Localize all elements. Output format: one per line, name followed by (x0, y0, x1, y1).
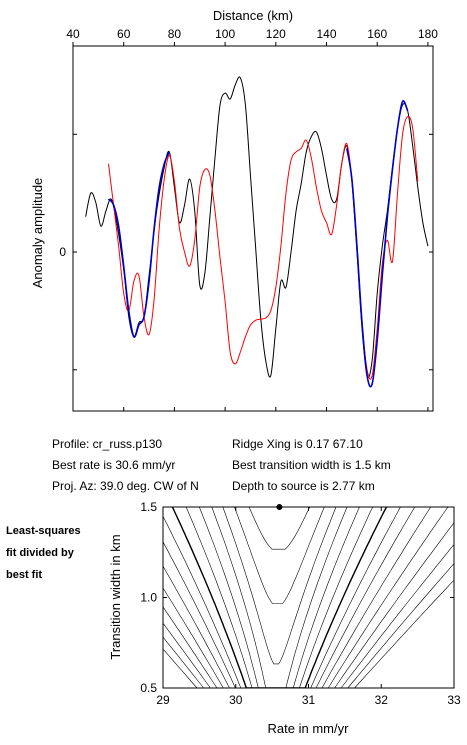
x-tick-label: 180 (418, 27, 438, 41)
width-tick-label: 1.5 (140, 500, 157, 514)
contour-line-13 (163, 563, 454, 688)
x-tick-label: 160 (367, 27, 387, 41)
rate-axis-label: Rate in mm/yr (268, 721, 350, 736)
projection-azimuth-text: Proj. Az: 39.0 deg. CW of N (52, 479, 199, 493)
contour-line-8 (163, 507, 416, 688)
profile-series (85, 76, 429, 388)
contour-lines (163, 507, 454, 688)
width-ticks: 0.5 1.0 1.5 (140, 500, 454, 695)
x-axis-label: Distance (km) (213, 8, 293, 23)
contour-line-4 (199, 507, 360, 688)
width-tick-label: 1.0 (140, 591, 157, 605)
rate-tick-label: 31 (302, 693, 316, 707)
profile-frame (72, 45, 434, 412)
contour-note-line-2: fit divided by (6, 547, 74, 559)
source-depth-text: Depth to source is 2.77 km (232, 479, 375, 493)
misfit-contour-chart: 29 30 31 32 33 0.5 1.0 1.5 Rate in mm/yr Trans… (108, 500, 461, 736)
rate-tick-label: 33 (447, 693, 461, 707)
rate-tick-label: 30 (229, 693, 243, 707)
profile-series-line-2 (107, 151, 171, 338)
contour-note-line-3: best fit (6, 569, 43, 581)
contour-line-5 (185, 507, 373, 688)
best-width-text: Best transition width is 1.5 km (232, 458, 391, 472)
ridge-crossing-text: Ridge Xing is 0.17 67.10 (232, 437, 363, 451)
contour-line-6 (171, 507, 388, 688)
contour-line-0 (248, 507, 310, 550)
contour-line-2 (222, 507, 337, 665)
profile-chart: 40 60 80 100 120 140 160 180 0 Distance (km) An… (30, 8, 438, 412)
distance-ticks: 40 60 80 100 120 140 160 180 (66, 27, 438, 411)
contour-line-10 (163, 507, 449, 688)
contour-line-1 (234, 507, 325, 604)
x-tick-label: 40 (66, 27, 80, 41)
x-tick-label: 140 (317, 27, 337, 41)
x-tick-label: 60 (117, 27, 131, 41)
rate-ticks: 29 30 31 32 33 (156, 507, 461, 707)
contour-line-9 (163, 507, 431, 688)
rate-tick-label: 32 (375, 693, 389, 707)
x-tick-label: 120 (266, 27, 286, 41)
best-fit-marker (276, 504, 283, 510)
contour-note-line-1: Least-squares (6, 525, 81, 537)
contour-note: Least-squares fit divided by best fit (6, 520, 81, 586)
x-tick-label: 80 (168, 27, 182, 41)
profile-series-line-3 (346, 100, 409, 388)
width-tick-label: 0.5 (140, 681, 157, 695)
contour-line-3 (211, 507, 348, 688)
profile-text: Profile: cr_russ.p130 (52, 437, 163, 451)
profile-series-line-1 (107, 115, 419, 380)
width-axis-label: Transition width in km (108, 534, 123, 659)
amplitude-ticks: 0 (59, 133, 433, 371)
best-rate-text: Best rate is 30.6 mm/yr (52, 458, 176, 472)
rate-tick-label: 29 (156, 693, 170, 707)
y-tick-label: 0 (59, 245, 66, 259)
contour-line-7 (163, 507, 401, 688)
y-axis-label: Anomaly amplitude (30, 178, 45, 289)
contour-line-12 (163, 543, 454, 688)
contour-line-11 (163, 522, 454, 688)
x-tick-label: 100 (215, 27, 235, 41)
